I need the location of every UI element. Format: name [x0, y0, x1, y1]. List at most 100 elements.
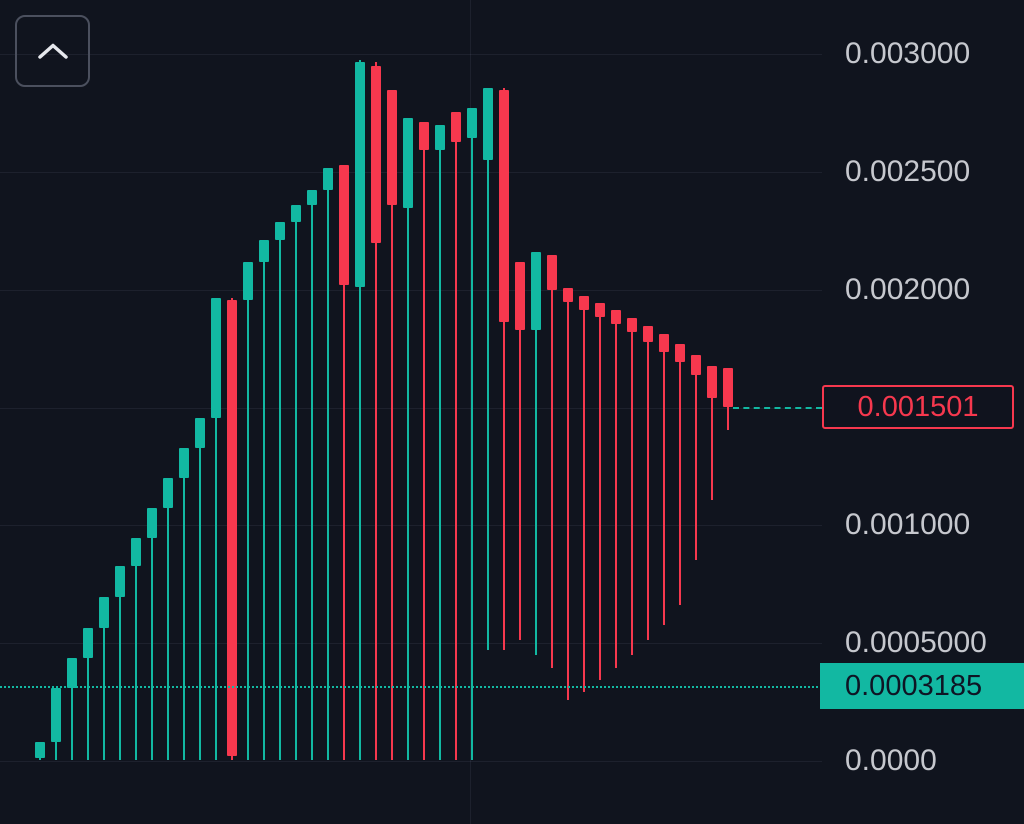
candle	[723, 367, 733, 408]
candle-wick	[87, 628, 89, 761]
candle-wick	[391, 90, 393, 761]
y-axis-label: 0.0000	[845, 744, 937, 777]
candle-wick	[583, 296, 585, 692]
candle	[227, 300, 237, 756]
vertical-gridline	[470, 0, 471, 824]
candle-wick	[711, 366, 713, 501]
candle-wick	[183, 448, 185, 760]
candle-wick	[471, 108, 473, 761]
reference-price-value: 0.0003185	[845, 669, 983, 702]
candle	[483, 87, 493, 160]
candle	[307, 190, 317, 206]
candle-wick	[327, 168, 329, 761]
horizontal-gridline	[0, 407, 822, 409]
candle-wick	[615, 309, 617, 668]
candle	[627, 317, 637, 332]
candle	[67, 658, 77, 688]
candle	[51, 687, 61, 742]
candle-wick	[423, 122, 425, 760]
horizontal-gridline	[0, 289, 822, 291]
candle	[371, 66, 381, 243]
candle	[163, 478, 173, 508]
candle-wick	[519, 262, 521, 641]
candle	[691, 354, 701, 375]
candle-wick	[263, 239, 265, 760]
candle-wick	[439, 124, 441, 760]
candle	[563, 288, 573, 302]
candle	[499, 90, 509, 322]
candle-wick	[647, 326, 649, 641]
candle	[595, 303, 605, 317]
horizontal-gridline	[0, 761, 822, 762]
y-axis-label: 0.002000	[845, 273, 971, 306]
candle	[643, 326, 653, 342]
candle	[659, 334, 669, 352]
candle	[291, 205, 301, 223]
candle-wick	[359, 60, 361, 760]
candle-wick	[199, 418, 201, 761]
candle-wick	[551, 255, 553, 668]
horizontal-gridline	[0, 525, 822, 527]
chevron-up-icon	[37, 43, 68, 59]
candle	[35, 741, 45, 758]
candle	[611, 309, 621, 324]
candle	[275, 222, 285, 240]
collapse-toolbar-button[interactable]	[15, 15, 90, 87]
candle-wick	[311, 190, 313, 761]
candle-wick	[679, 344, 681, 605]
candle-wick	[695, 354, 697, 560]
candle	[675, 344, 685, 362]
candle	[243, 262, 253, 300]
candle	[179, 448, 189, 478]
candle	[211, 297, 221, 419]
last-trade-price-line	[733, 407, 822, 410]
y-axis-label: 0.003000	[845, 37, 971, 70]
candle-wick	[535, 252, 537, 655]
candle	[515, 262, 525, 330]
candle-wick	[295, 205, 297, 761]
candle	[323, 168, 333, 190]
candle-wick	[599, 303, 601, 680]
y-axis-label: 0.0005000	[845, 626, 987, 659]
candle	[419, 122, 429, 150]
candle-wick	[631, 317, 633, 655]
candle	[99, 597, 109, 629]
candle-wick	[503, 87, 505, 650]
horizontal-gridline	[0, 54, 822, 55]
candle	[339, 165, 349, 285]
candle	[467, 108, 477, 138]
candle-wick	[407, 118, 409, 761]
candle	[259, 239, 269, 263]
candle	[707, 366, 717, 399]
candle	[83, 628, 93, 658]
candle	[131, 538, 141, 567]
candle-wick	[663, 334, 665, 625]
candle	[531, 252, 541, 330]
candle-wick	[103, 597, 105, 761]
candle	[115, 566, 125, 597]
candle	[435, 124, 445, 150]
candle	[195, 418, 205, 448]
price-scale[interactable]: 0.003000 0.002500 0.002000 0.001000 0.000500…	[820, 0, 1024, 824]
candle	[387, 90, 397, 206]
candle	[547, 255, 557, 290]
candle	[451, 112, 461, 142]
candle-wick	[119, 566, 121, 761]
candle-wick	[567, 288, 569, 700]
candle-wick	[135, 538, 137, 761]
candle-wick	[215, 297, 217, 760]
candle-wick	[343, 165, 345, 761]
y-axis-label: 0.002500	[845, 155, 971, 188]
candle-wick	[279, 222, 281, 760]
candle-wick	[247, 262, 249, 761]
reference-price-label: 0.0003185	[820, 663, 1024, 709]
candle-wick	[375, 62, 377, 760]
reference-price-line	[0, 685, 822, 688]
candle	[403, 118, 413, 208]
candle-wick	[167, 478, 169, 761]
candle-wick	[71, 658, 73, 760]
candle	[579, 296, 589, 310]
last-price-value: 0.001501	[857, 390, 979, 423]
